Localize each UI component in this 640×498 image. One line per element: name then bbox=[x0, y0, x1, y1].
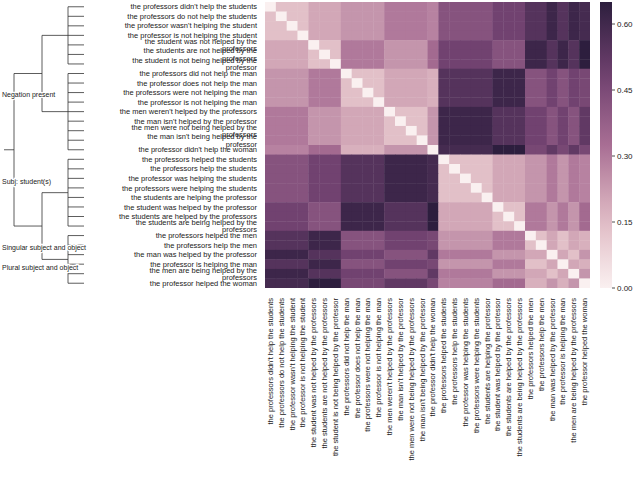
svg-text:the professors help the studen: the professors help the students bbox=[150, 164, 257, 173]
svg-text:the professor wasn't helping t: the professor wasn't helping the student bbox=[125, 21, 258, 30]
svg-text:the student was not helped by: the student was not helped by the profes… bbox=[309, 298, 318, 448]
svg-text:the student is not being helpe: the student is not being helped by the p… bbox=[331, 298, 340, 457]
svg-text:the professor is not helping t: the professor is not helping the student bbox=[298, 297, 307, 427]
svg-text:Negation present: Negation present bbox=[8, 91, 55, 99]
svg-text:the professors help the men: the professors help the men bbox=[537, 298, 546, 391]
svg-text:the students are helped by the: the students are helped by the professor… bbox=[504, 298, 513, 436]
svg-text:the students are not helped by: the students are not helped by the profe… bbox=[320, 298, 329, 449]
svg-text:0.00: 0.00 bbox=[617, 284, 632, 293]
svg-text:the men weren't helped by the: the men weren't helped by the professors bbox=[385, 298, 394, 436]
svg-text:Subj: student(s): Subj: student(s) bbox=[8, 178, 51, 186]
svg-text:the professor was helping the: the professor was helping the students bbox=[129, 174, 258, 183]
svg-text:the professors did not help th: the professors did not help the man bbox=[342, 298, 351, 416]
svg-text:0.30: 0.30 bbox=[617, 152, 632, 161]
svg-text:0.15: 0.15 bbox=[617, 218, 632, 227]
svg-text:the professor didn't help the: the professor didn't help the woman bbox=[138, 145, 257, 154]
svg-text:the professor helped the woman: the professor helped the woman bbox=[580, 298, 589, 405]
svg-text:the professor is not helping t: the professor is not helping the man bbox=[138, 98, 257, 107]
svg-text:the professors were not helpin: the professors were not helping the man bbox=[123, 88, 257, 97]
svg-text:the professors helped the stud: the professors helped the students bbox=[142, 155, 257, 164]
svg-text:the man was helped by the prof: the man was helped by the professor bbox=[134, 250, 257, 259]
svg-text:Singular subject and object: Singular subject and object bbox=[8, 244, 86, 252]
svg-text:the professors were not helpin: the professors were not helping the man bbox=[363, 298, 372, 432]
svg-text:the professors helped the stud: the professors helped the students bbox=[439, 298, 448, 413]
svg-text:the professors help the men: the professors help the men bbox=[164, 241, 257, 250]
svg-text:the student was helped by the: the student was helped by the professor bbox=[493, 298, 502, 432]
svg-text:0.60: 0.60 bbox=[617, 20, 632, 29]
svg-text:the students are helping the p: the students are helping the professor bbox=[131, 193, 257, 202]
svg-text:the student was helped by the: the student was helped by the professor bbox=[124, 203, 258, 212]
svg-text:the man isn't being helped by: the man isn't being helped by the profes… bbox=[418, 298, 427, 442]
svg-text:the professors didn't help the: the professors didn't help the students bbox=[266, 298, 275, 425]
svg-text:the professors do not help the: the professors do not help the students bbox=[277, 298, 286, 428]
svg-text:the professor didn't help the: the professor didn't help the woman bbox=[428, 298, 437, 417]
svg-text:the professor does not help th: the professor does not help the man bbox=[353, 298, 362, 418]
svg-text:0.45: 0.45 bbox=[617, 86, 632, 95]
svg-text:the professors helped the men: the professors helped the men bbox=[156, 231, 257, 240]
svg-text:the professors didn't help the: the professors didn't help the students bbox=[130, 2, 257, 11]
svg-text:the professors help the studen: the professors help the students bbox=[450, 298, 459, 405]
svg-text:the professors were helping th: the professors were helping the students bbox=[472, 298, 481, 433]
svg-text:the professor wasn't helping t: the professor wasn't helping the student bbox=[288, 297, 297, 430]
svg-text:the professors were helping th: the professors were helping the students bbox=[122, 184, 257, 193]
svg-text:the professor does not help th: the professor does not help the man bbox=[137, 79, 257, 88]
svg-text:the students are helping the p: the students are helping the professor bbox=[483, 298, 492, 424]
svg-text:the professor is not helping t: the professor is not helping the man bbox=[374, 298, 383, 417]
svg-text:the men are being helped by th: the men are being helped by the professo… bbox=[569, 298, 578, 443]
svg-text:the professors do not help the: the professors do not help the students bbox=[127, 12, 257, 21]
svg-text:the professors helped the men: the professors helped the men bbox=[526, 298, 535, 399]
svg-text:Plural subject and object: Plural subject and object bbox=[8, 264, 78, 272]
svg-text:the men weren't helped by the: the men weren't helped by the professors bbox=[120, 107, 258, 116]
svg-text:the professor was helping the: the professor was helping the students bbox=[461, 298, 470, 427]
svg-text:the professor is helping the m: the professor is helping the man bbox=[558, 298, 567, 405]
svg-text:the man isn't helped by the pr: the man isn't helped by the professor bbox=[396, 298, 405, 421]
svg-text:the man was helped by the prof: the man was helped by the professor bbox=[548, 298, 557, 421]
svg-text:the men were not being helped: the men were not being helped by the pro… bbox=[407, 298, 416, 461]
svg-text:the students are being helped: the students are being helped by the pro… bbox=[515, 298, 524, 457]
svg-text:the professors did not help th: the professors did not help the man bbox=[139, 69, 257, 78]
svg-text:the professor helped the woman: the professor helped the woman bbox=[150, 279, 257, 288]
